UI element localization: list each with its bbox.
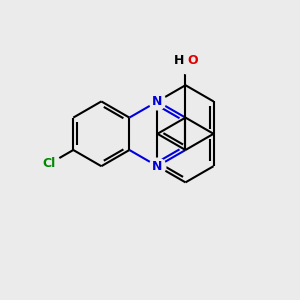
Text: O: O [188,54,199,67]
Text: N: N [152,95,163,108]
Text: H: H [174,54,184,67]
Text: N: N [152,160,163,173]
Text: Cl: Cl [43,157,56,170]
